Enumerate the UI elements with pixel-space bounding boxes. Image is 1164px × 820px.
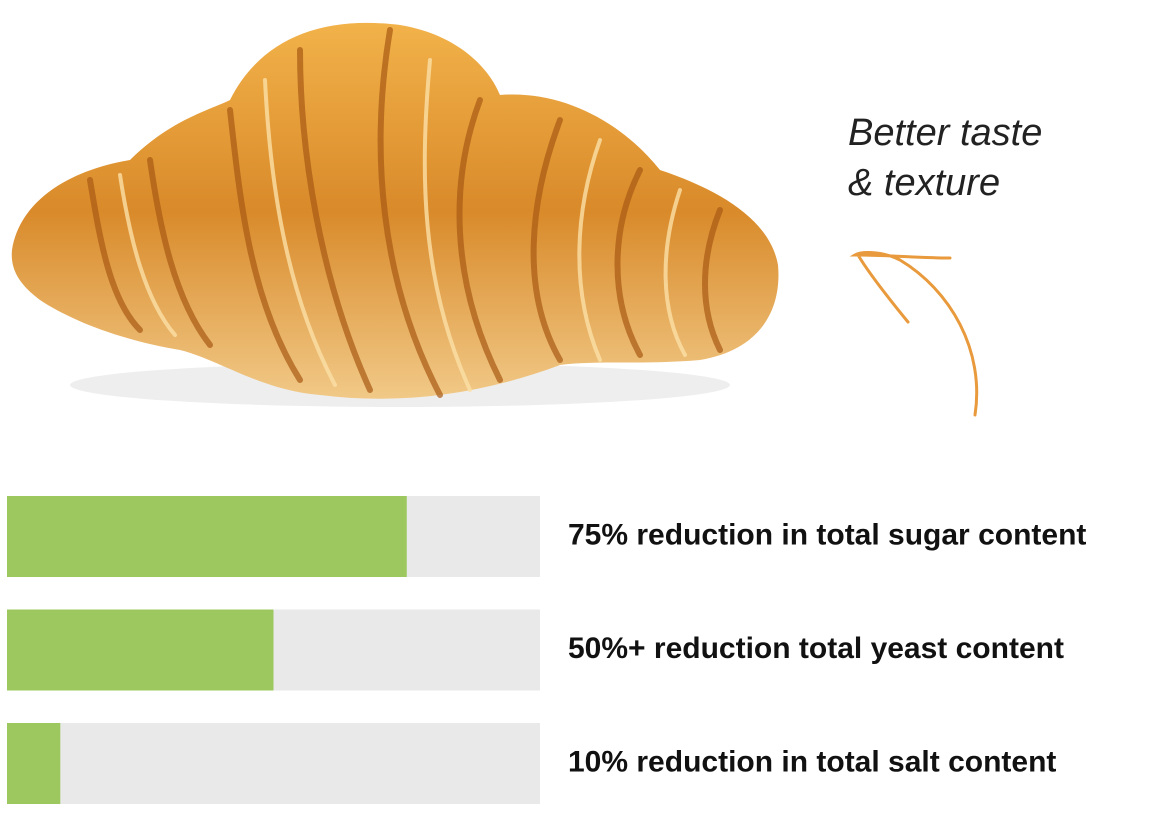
croissant-image [11, 22, 779, 407]
arrow [849, 251, 979, 417]
bar-label: 50%+ reduction total yeast content [568, 632, 1064, 665]
bar-label: 10% reduction in total salt content [568, 745, 1056, 778]
annotation: Better taste [848, 112, 1042, 154]
bar [7, 496, 407, 577]
bar-track [7, 723, 540, 804]
bar-label: 75% reduction in total sugar content [568, 518, 1086, 551]
bar [7, 723, 61, 804]
bar [7, 609, 274, 691]
annotation: & texture [848, 162, 1000, 204]
